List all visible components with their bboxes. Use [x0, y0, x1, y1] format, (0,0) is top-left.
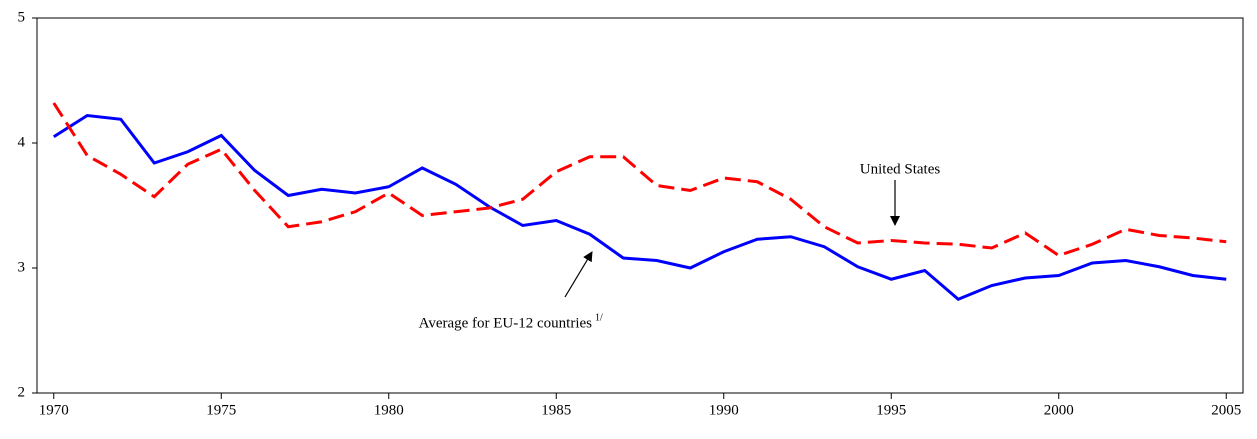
x-tick-label: 1995 [876, 402, 906, 418]
annotation: Average for EU-12 countries [419, 315, 593, 331]
x-tick-label: 1970 [39, 402, 69, 418]
x-tick-label: 1980 [374, 402, 404, 418]
x-tick-label: 1990 [709, 402, 739, 418]
y-tick-label: 5 [18, 9, 26, 25]
y-tick-label: 4 [18, 134, 26, 150]
annotation-arrow [564, 251, 593, 298]
y-tick-label: 3 [18, 259, 26, 275]
x-tick-label: 1975 [206, 402, 236, 418]
x-tick-label: 2005 [1211, 402, 1241, 418]
x-tick-label: 2000 [1044, 402, 1074, 418]
plot-frame [36, 17, 1244, 394]
annotation: United States [860, 161, 941, 177]
series-line [52, 102, 1227, 258]
annotation-note: 1/ [595, 312, 603, 323]
y-tick-label: 2 [18, 384, 26, 400]
x-tick-label: 1985 [541, 402, 571, 418]
series-line [52, 113, 1227, 301]
